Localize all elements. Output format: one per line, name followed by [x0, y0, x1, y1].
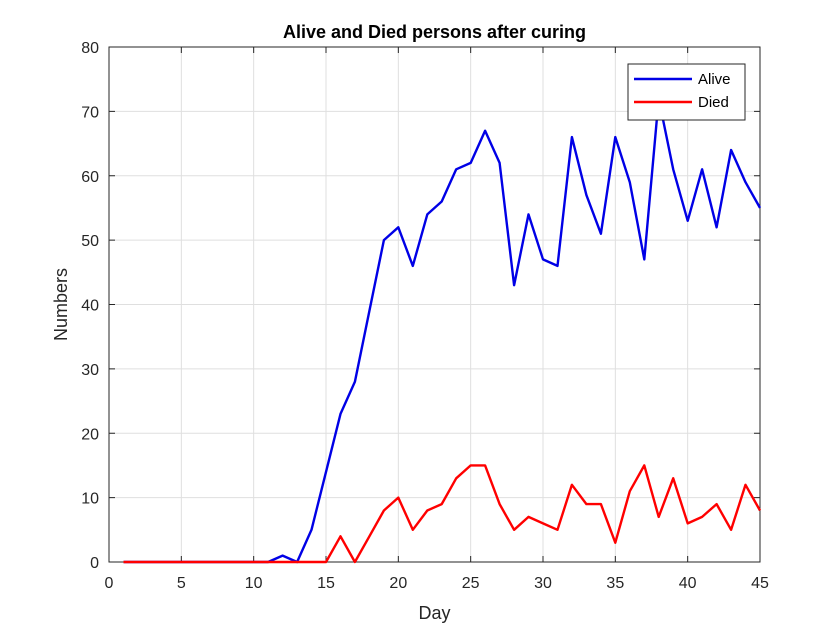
legend-label-alive: Alive	[698, 71, 731, 88]
x-tick-label: 10	[245, 575, 263, 592]
y-tick-label: 10	[81, 491, 99, 508]
y-tick-label: 20	[81, 426, 99, 443]
x-tick-label: 35	[606, 575, 624, 592]
x-tick-label: 15	[317, 575, 335, 592]
x-axis-title: Day	[418, 603, 450, 623]
y-tick-label: 60	[81, 169, 99, 186]
x-tick-label: 45	[751, 575, 769, 592]
y-tick-label: 70	[81, 104, 99, 121]
y-tick-label: 80	[81, 40, 99, 57]
y-tick-label: 40	[81, 298, 99, 315]
axes: 0 5 10 15 20 25 30 35 40 45 0 10 20 30 40 50 60 70 80	[81, 40, 769, 592]
legend-box	[627, 63, 746, 121]
grid	[109, 47, 760, 562]
legend[interactable]: Alive Died	[627, 63, 746, 121]
x-tick-label: 20	[389, 575, 407, 592]
x-tick-label: 30	[534, 575, 552, 592]
y-tick-label: 30	[81, 362, 99, 379]
x-tick-label: 0	[105, 575, 114, 592]
legend-label-died: Died	[698, 94, 729, 111]
x-tick-label: 25	[462, 575, 480, 592]
y-tick-label: 50	[81, 233, 99, 250]
x-tick-label: 40	[679, 575, 697, 592]
x-tick-label: 5	[177, 575, 186, 592]
series-layer	[123, 97, 762, 564]
y-axis-title: Numbers	[51, 268, 71, 341]
y-tick-label: 0	[90, 555, 99, 572]
chart-title: Alive and Died persons after curing	[283, 22, 586, 42]
series-line-died	[123, 464, 762, 564]
